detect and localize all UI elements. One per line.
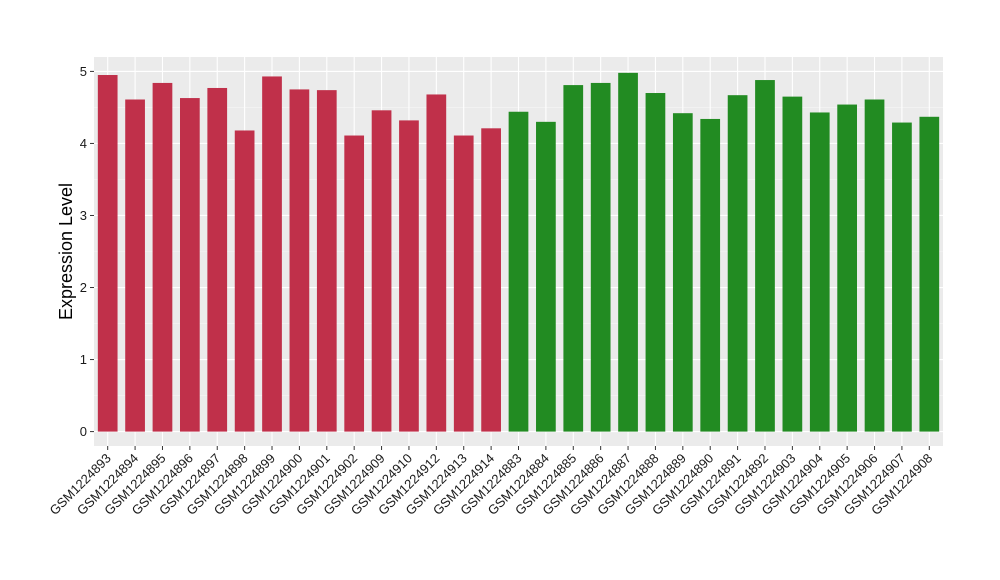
bar (481, 128, 501, 432)
bar (179, 98, 200, 432)
bar (152, 82, 173, 432)
bar (864, 99, 885, 432)
bar (316, 90, 337, 432)
bar (262, 76, 282, 432)
y-axis: 0 1 2 3 4 5 (80, 64, 94, 439)
bar (453, 135, 474, 432)
bar (125, 99, 145, 432)
bar (234, 130, 255, 432)
bar (289, 89, 310, 432)
bar (782, 96, 803, 432)
bar (672, 113, 693, 432)
bar (892, 122, 912, 432)
bar (508, 111, 529, 432)
bar (755, 80, 775, 432)
y-tick-label: 2 (80, 280, 87, 295)
bar (97, 75, 118, 432)
y-tick-label: 4 (80, 136, 87, 151)
y-tick-label: 5 (80, 64, 87, 79)
bar (563, 85, 584, 432)
bar (590, 82, 611, 432)
bar (919, 116, 940, 432)
y-tick-label: 3 (80, 208, 87, 223)
bar (837, 104, 858, 432)
bar (536, 121, 556, 432)
bar (207, 87, 228, 432)
y-tick-label: 1 (80, 352, 87, 367)
bar (700, 118, 721, 432)
y-axis-title: Expression Level (56, 183, 76, 320)
bars (97, 72, 940, 432)
bar (426, 94, 447, 432)
bar (645, 93, 666, 432)
bar (344, 135, 365, 432)
bar (371, 110, 392, 432)
bar (618, 72, 638, 432)
bar (399, 120, 419, 432)
bar (727, 95, 748, 432)
x-axis: GSM1224893GSM1224894GSM1224895GSM1224896… (46, 446, 935, 518)
y-tick-label: 0 (80, 424, 87, 439)
bar (809, 112, 830, 432)
